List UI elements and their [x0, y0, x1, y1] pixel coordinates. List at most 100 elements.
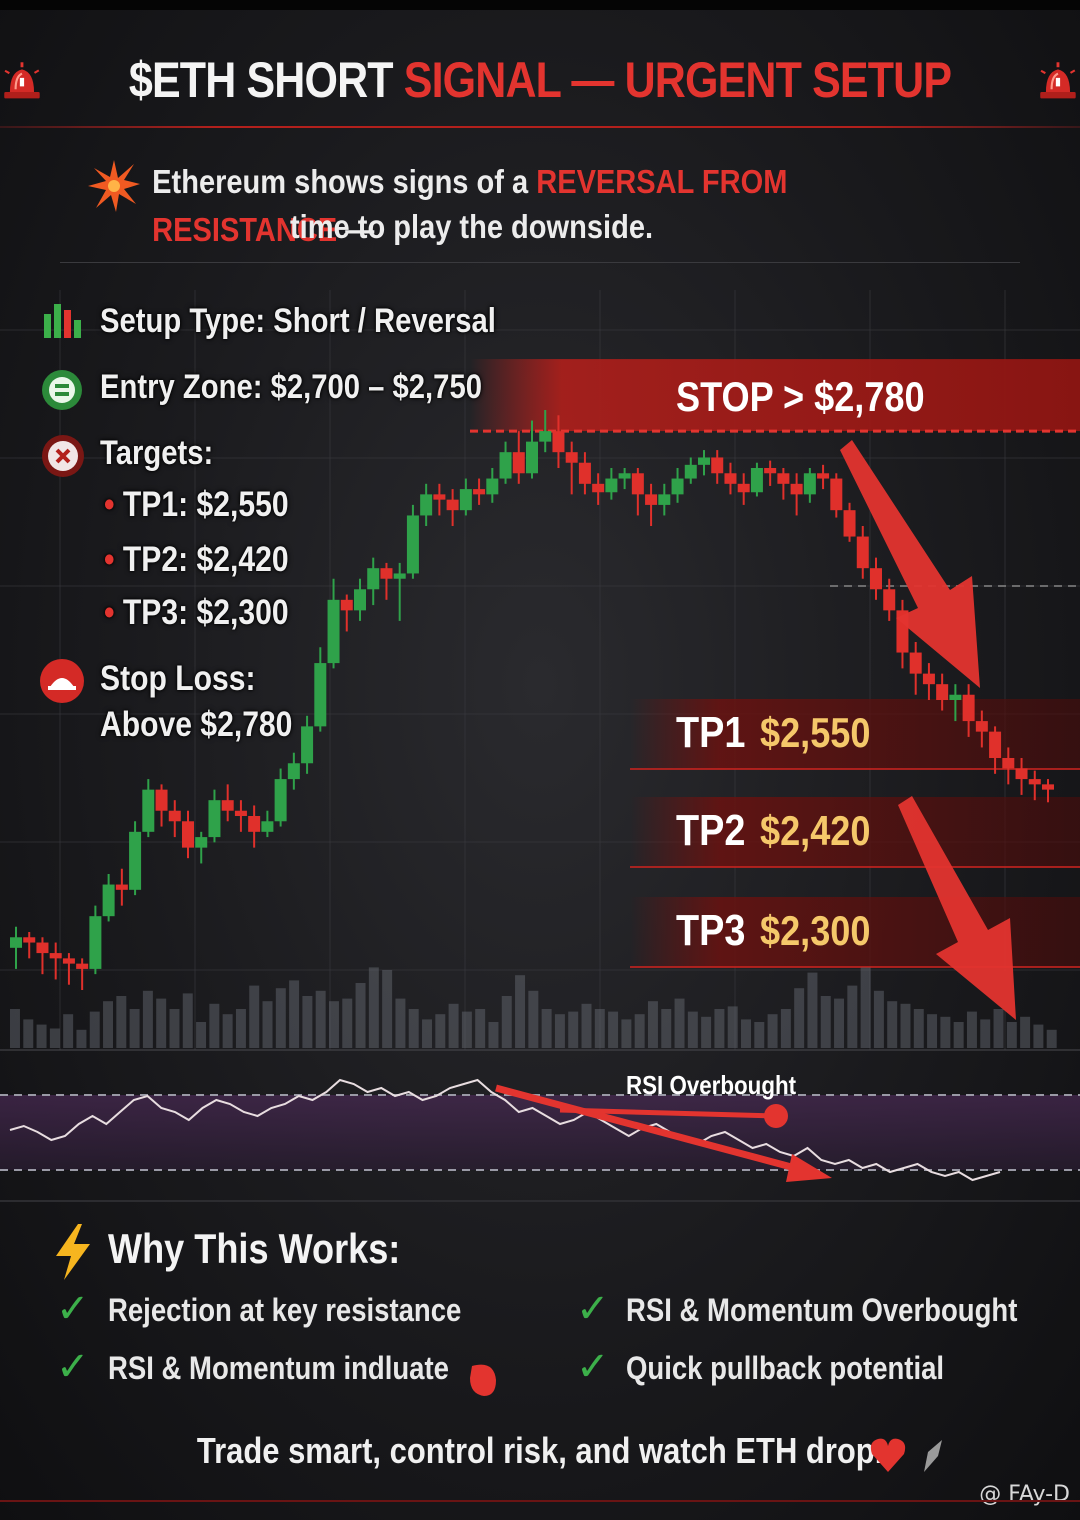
bullet-icon: •: [104, 593, 123, 632]
volume-bar: [342, 998, 353, 1048]
candle-body: [737, 483, 750, 493]
volume-bar: [395, 998, 406, 1048]
candle-body: [605, 478, 618, 493]
candle-body: [750, 468, 763, 493]
volume-bar: [182, 993, 193, 1048]
candle-body: [261, 821, 274, 832]
candle-body: [406, 515, 419, 574]
footer: Trade smart, control risk, and watch ETH…: [0, 1430, 1080, 1472]
volume-bar: [860, 967, 871, 1048]
volume-bar: [63, 1014, 74, 1048]
volume-bars: [0, 967, 1080, 1051]
rsi-label: RSI Overbought: [626, 1071, 796, 1100]
volume-bar: [621, 1019, 632, 1048]
volume-bar: [36, 1024, 47, 1048]
bullet-icon: •: [104, 485, 123, 524]
tp-price: $2,550: [760, 711, 870, 757]
candle-body: [698, 457, 710, 465]
volume-bar: [129, 1009, 140, 1048]
header: $ETH SHORT SIGNAL — URGENT SETUP: [0, 40, 1080, 120]
volume-bar: [196, 1022, 207, 1048]
candle-body: [287, 763, 300, 780]
check-icon: ✓: [56, 1345, 90, 1389]
volume-bar: [687, 1011, 698, 1048]
volume-bar: [355, 983, 366, 1048]
price-chart: STOP > $2,780 TP1 $2,550 TP2 $2,420 TP3 $2,300…: [0, 290, 1080, 1182]
why-title: Why This Works:: [108, 1225, 401, 1272]
volume-bar: [807, 972, 818, 1048]
candle-body: [724, 473, 737, 484]
volume-bar: [780, 1009, 791, 1048]
candle-body: [539, 431, 552, 442]
tp-label: TP3: [676, 905, 745, 954]
siren-icon: [1040, 62, 1076, 99]
down-arrow: [898, 796, 1016, 1020]
rsi-arrow: [495, 1084, 811, 1176]
candle-body: [790, 483, 803, 495]
volume-bar: [794, 988, 805, 1048]
candle-body: [658, 494, 671, 505]
volume-bar: [701, 1016, 712, 1048]
volume-bar: [966, 1011, 977, 1048]
entry-value: $2,700 – $2,750: [270, 368, 482, 406]
tp-band: [630, 699, 1080, 769]
check-icon: ✓: [576, 1345, 610, 1389]
subtitle-divider: [60, 262, 1020, 263]
volume-bar: [302, 996, 313, 1048]
candle-body: [248, 816, 261, 832]
lightning-icon: [56, 1224, 90, 1280]
candle-body: [182, 821, 194, 848]
tp2-text: TP2: $2,420: [122, 540, 289, 579]
candle-body: [1015, 768, 1028, 780]
candle-body: [1002, 758, 1015, 769]
heart-icon: [870, 1438, 942, 1472]
volume-bar: [249, 985, 260, 1048]
candle-body: [989, 731, 1002, 758]
candle-body: [645, 494, 658, 505]
candle-body: [1042, 784, 1054, 790]
volume-bar: [461, 1011, 472, 1048]
candle-body: [962, 694, 975, 722]
volume-bar: [714, 1009, 725, 1048]
candle-body: [843, 510, 856, 537]
subtitle-line2: time to play the downside.: [290, 208, 654, 245]
volume-bar: [515, 975, 526, 1048]
candle-body: [129, 831, 142, 890]
volume-bar: [754, 1022, 765, 1048]
volume-bar: [834, 998, 845, 1048]
down-arrows: [840, 440, 1016, 1020]
volume-bar: [262, 1001, 273, 1048]
candle-body: [922, 673, 935, 685]
volume-bar: [89, 1011, 100, 1048]
candle-body: [446, 499, 459, 511]
tp3-text: TP3: $2,300: [122, 593, 289, 632]
rsi-panel: RSI Overbought: [0, 1071, 1080, 1182]
candle-body: [433, 494, 446, 500]
candle-body: [592, 483, 605, 493]
volume-bar: [873, 990, 884, 1048]
volume-bar: [741, 1019, 751, 1048]
bottom-divider: [0, 1500, 1080, 1502]
candle-body: [76, 963, 89, 969]
candle-body: [949, 694, 962, 700]
why-item-1: Rejection at key resistance: [108, 1292, 462, 1328]
rsi-band: [0, 1095, 1080, 1170]
rsi-arrow-head: [786, 1154, 832, 1182]
bar-chart-icon: [44, 304, 81, 338]
tp-label: TP2: [676, 805, 745, 854]
candle-body: [909, 652, 922, 674]
candle-body: [208, 800, 221, 838]
page-title: $ETH SHORT SIGNAL — URGENT SETUP: [129, 51, 952, 109]
volume-bar: [408, 1009, 419, 1048]
volume-bar: [235, 1009, 246, 1048]
volume-bar: [820, 996, 831, 1048]
candle-body: [618, 473, 631, 479]
volume-bar: [475, 1009, 486, 1048]
volume-bar: [1033, 1024, 1044, 1048]
volume-bar: [103, 1001, 114, 1048]
targets-label: Targets:: [100, 434, 214, 472]
candle-body: [526, 441, 538, 474]
volume-bar: [315, 990, 326, 1048]
subtitle-white: Ethereum shows signs of a: [152, 163, 537, 200]
